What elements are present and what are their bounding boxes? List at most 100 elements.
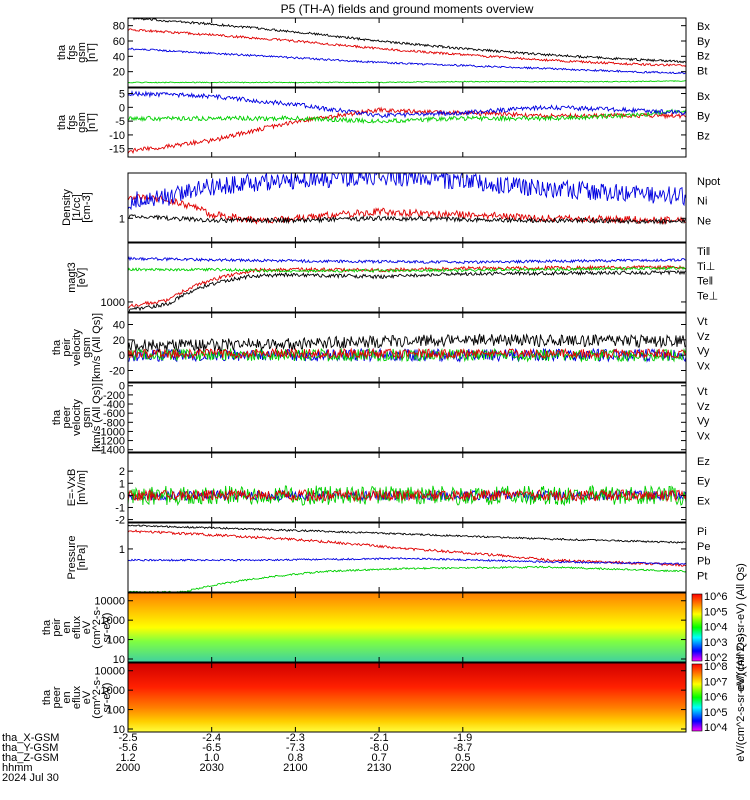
ephemeris-value: 2130 xyxy=(367,762,391,774)
panel-frame xyxy=(127,242,687,313)
series-pressure-Pt xyxy=(128,524,686,544)
legend-Te⊥: Te⊥ xyxy=(697,290,718,302)
y-axis-label-line: Pressure xyxy=(66,535,78,579)
legend-Pt: Pt xyxy=(697,570,707,582)
y-axis-label-line: sr-eV) xyxy=(101,613,113,643)
y-tick-label: 10000 xyxy=(94,666,125,678)
legend-Bz: Bz xyxy=(697,130,710,142)
y-tick-label: 20 xyxy=(113,67,125,79)
colorbar-label: eV/(cm^2-s-sr-eV) (All Qs) xyxy=(735,563,747,692)
legend-Bz: Bz xyxy=(697,51,710,63)
panel-frame xyxy=(127,312,687,383)
y-axis-label-line: gsm xyxy=(76,112,88,133)
y-tick-label: 5 xyxy=(119,89,125,101)
y-axis-label-line: gsm xyxy=(81,337,93,358)
panel-pressure: 1 Pressure[nPa] Pt Pb Pe Pi xyxy=(66,522,710,593)
y-axis-label-line: fgs xyxy=(66,115,78,130)
series-pressure-Pb xyxy=(128,529,686,567)
colorbar-tick-label: 10^6 xyxy=(704,692,728,704)
y-tick-label: -1400 xyxy=(97,445,125,457)
series-fgs_gsm_magnitude-Bx xyxy=(128,47,686,75)
y-axis-label-line: tha xyxy=(51,339,63,355)
y-axis-label-line: tha xyxy=(56,114,68,130)
ephemeris-label: 2024 Jul 30 xyxy=(2,772,59,784)
y-tick-label: -5 xyxy=(115,116,125,128)
y-axis-label-line: fgs xyxy=(66,45,78,60)
y-axis-label-line: eV xyxy=(81,690,93,704)
spectrogram-peer_eflux xyxy=(128,663,686,732)
series-temperature-Ti‖ xyxy=(128,266,686,274)
y-tick-label: 2 xyxy=(119,466,125,478)
y-tick-label: 1000 xyxy=(101,297,125,309)
y-tick-label: -1000 xyxy=(97,426,125,438)
y-tick-label: 1 xyxy=(119,213,125,225)
series-density-Npot xyxy=(128,173,686,211)
colorbar-peer_eflux xyxy=(691,663,703,732)
y-tick-label: 1 xyxy=(119,544,125,556)
y-axis-label-line: en xyxy=(61,691,73,703)
series-fgs_gsm_magnitude-Bz xyxy=(128,28,686,68)
ephemeris-label: hhmm xyxy=(2,762,33,774)
legend-Bx: Bx xyxy=(697,91,710,103)
colorbar-peir_eflux xyxy=(691,593,703,662)
y-axis-label-line: [nT] xyxy=(86,43,98,62)
colorbar-tick-label: 10^6 xyxy=(704,591,728,603)
panel-frame xyxy=(127,382,687,453)
y-axis-label-line: [eV] xyxy=(76,268,88,288)
ephemeris-value: -8.7 xyxy=(453,742,472,754)
colorbar-tick-label: 10^4 xyxy=(704,622,728,634)
y-tick-label: 0 xyxy=(119,102,125,114)
series-density-Ni xyxy=(128,214,686,225)
ephemeris-value: 0.5 xyxy=(455,752,470,764)
panel-density: 1 Density[1/cc][cm-3] Ne Ni Npot xyxy=(61,172,720,243)
ephemeris-value: -2.1 xyxy=(370,732,389,744)
y-axis-label-line: Density xyxy=(61,189,73,226)
panels: 20406080thafgsgsm[nT]BtBzByBx-15-10-505t… xyxy=(41,17,747,762)
y-axis-label-line: [cm-3] xyxy=(81,192,93,223)
series-efield-Ey xyxy=(128,484,686,507)
ephemeris-value: 1.2 xyxy=(120,752,135,764)
panel-peer_eflux: 10^4 10^5 10^6 10^7 10^8 eV/(cm^2-s-sr-eV) (A… xyxy=(41,633,747,762)
y-tick-label: -15 xyxy=(109,144,125,156)
figure-title: P5 (TH-A) fields and ground moments over… xyxy=(281,2,534,16)
ephemeris-label: tha_Y-GSM xyxy=(2,742,58,754)
legend-Ey: Ey xyxy=(697,476,710,488)
y-axis-label-line: tha xyxy=(41,619,53,635)
y-tick-label: 0 xyxy=(119,350,125,362)
legend-Ez: Ez xyxy=(697,456,710,468)
series-efield-Ex xyxy=(128,488,686,502)
series-peir_velocity-Vt xyxy=(128,333,686,354)
y-tick-label: 10 xyxy=(113,654,125,666)
series-temperature-Te‖ xyxy=(128,269,686,312)
panel-frame xyxy=(127,172,687,243)
colorbar-tick-label: 10^3 xyxy=(704,637,728,649)
series-temperature-Te⊥ xyxy=(128,264,686,309)
y-axis-label-line: magt3 xyxy=(66,262,78,293)
ephemeris-value: -8.0 xyxy=(370,742,389,754)
y-tick-label: 1000 xyxy=(101,685,125,697)
legend-By: By xyxy=(697,36,710,48)
legend-Bx: Bx xyxy=(697,21,710,33)
legend-Vt: Vt xyxy=(697,386,707,398)
colorbar-tick-label: 10^4 xyxy=(704,722,728,734)
y-tick-label: 10 xyxy=(113,724,125,736)
y-axis-label-line: peer xyxy=(51,686,63,708)
y-axis-label-line: [1/cc] xyxy=(71,194,83,220)
y-axis-label-line: gsm xyxy=(81,407,93,428)
y-axis-label-line: tha xyxy=(56,44,68,60)
series-pressure-Pi xyxy=(128,557,686,566)
y-tick-label: 1 xyxy=(119,478,125,490)
y-tick-label: -20 xyxy=(109,366,125,378)
series-peir_velocity-Vz xyxy=(128,347,686,360)
legend-Vz: Vz xyxy=(697,401,710,413)
y-axis-label-line: en xyxy=(61,621,73,633)
y-axis-label-line: gsm xyxy=(76,42,88,63)
spectrogram-peir_eflux xyxy=(128,593,686,662)
series-pressure-Pe xyxy=(128,565,686,592)
ephemeris-value: -6.5 xyxy=(202,742,221,754)
y-axis-label-line: tha xyxy=(41,689,53,705)
y-tick-label: -10 xyxy=(109,130,125,142)
